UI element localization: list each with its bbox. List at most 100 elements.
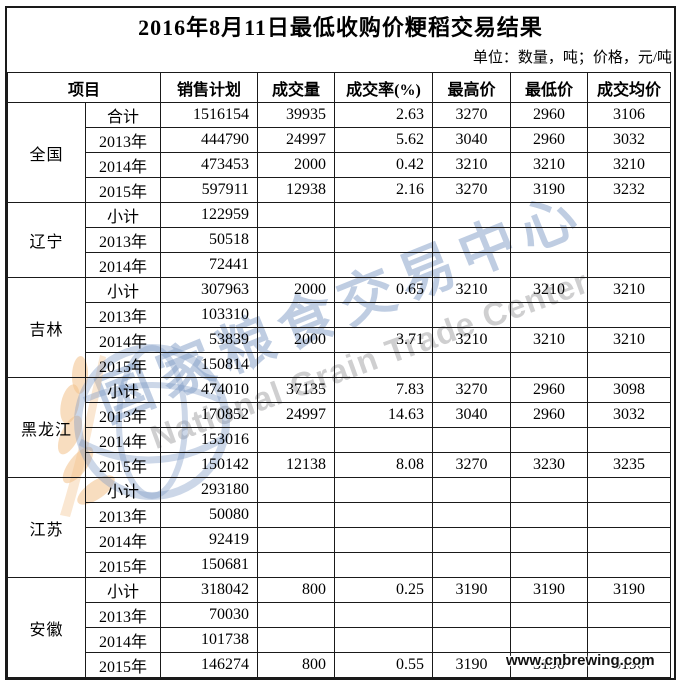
region-cell: 吉林 xyxy=(7,277,86,378)
cell-avg: 3232 xyxy=(587,177,672,203)
cell-low: 2960 xyxy=(510,127,589,153)
cell-avg xyxy=(587,302,672,328)
table-row: 2015年 150814 xyxy=(8,352,672,378)
cell-label: 2014年 xyxy=(84,427,162,453)
cell-low xyxy=(510,627,589,653)
cell-plan: 146274 xyxy=(160,652,259,678)
cell-rate xyxy=(334,302,434,328)
cell-avg xyxy=(587,227,672,253)
cell-low xyxy=(510,427,589,453)
cell-label: 2013年 xyxy=(84,127,162,153)
cell-low: 3210 xyxy=(510,152,589,178)
cell-high: 3270 xyxy=(432,102,512,128)
cell-label: 2015年 xyxy=(84,552,162,578)
header-high-price: 最高价 xyxy=(432,72,512,103)
cell-low xyxy=(510,352,589,378)
cell-avg: 3190 xyxy=(587,652,672,678)
cell-volume xyxy=(257,302,336,328)
cell-label: 2015年 xyxy=(84,352,162,378)
cell-high xyxy=(432,427,512,453)
cell-avg xyxy=(587,477,672,503)
region-cell: 黑龙江 xyxy=(7,377,86,478)
cell-plan: 170852 xyxy=(160,402,259,428)
cell-volume xyxy=(257,227,336,253)
cell-volume xyxy=(257,552,336,578)
cell-plan: 150681 xyxy=(160,552,259,578)
cell-high: 3190 xyxy=(432,652,512,678)
cell-volume xyxy=(257,427,336,453)
cell-low: 2960 xyxy=(510,102,589,128)
table-row: 全国 合计 1516154 39935 2.63 3270 2960 3106 xyxy=(7,102,672,203)
cell-plan: 307963 xyxy=(160,277,259,303)
table-body: 全国 合计 1516154 39935 2.63 3270 2960 3106 2013年 444… xyxy=(7,102,672,678)
table-row: 辽宁 小计 122959 xyxy=(7,202,672,278)
cell-avg: 3210 xyxy=(587,152,672,178)
cell-high xyxy=(432,252,512,278)
cell-avg: 3210 xyxy=(587,327,672,353)
cell-volume xyxy=(257,502,336,528)
table-container: 2016年8月11日最低收购价粳稻交易结果 单位：数量，吨；价格，元/吨 项目 … xyxy=(5,6,676,680)
cell-avg xyxy=(587,552,672,578)
cell-label: 2014年 xyxy=(84,252,162,278)
cell-plan: 122959 xyxy=(160,202,259,228)
cell-avg xyxy=(587,202,672,228)
cell-label: 小计 xyxy=(84,202,162,228)
table-row: 江苏 小计 293180 xyxy=(7,477,672,578)
cell-high xyxy=(432,627,512,653)
cell-plan: 150814 xyxy=(160,352,259,378)
cell-plan: 597911 xyxy=(160,177,259,203)
cell-high: 3210 xyxy=(432,277,512,303)
cell-high: 3040 xyxy=(432,127,512,153)
cell-volume: 24997 xyxy=(257,402,336,428)
cell-plan: 293180 xyxy=(160,477,259,503)
cell-volume: 24997 xyxy=(257,127,336,153)
cell-volume xyxy=(257,602,336,628)
cell-rate: 14.63 xyxy=(334,402,434,428)
region-cell: 安徽 xyxy=(7,577,86,678)
cell-label: 2014年 xyxy=(84,327,162,353)
cell-rate xyxy=(334,527,434,553)
table-row: 2014年 101738 xyxy=(8,627,672,653)
cell-label: 2015年 xyxy=(84,177,162,203)
cell-rate: 0.25 xyxy=(334,577,434,603)
cell-low: 3190 xyxy=(510,177,589,203)
cell-rate xyxy=(334,477,434,503)
cell-avg xyxy=(587,602,672,628)
cell-label: 小计 xyxy=(84,477,162,503)
cell-label: 2014年 xyxy=(84,627,162,653)
cell-plan: 1516154 xyxy=(160,102,259,128)
cell-rate xyxy=(334,427,434,453)
cell-volume: 2000 xyxy=(257,327,336,353)
cell-plan: 473453 xyxy=(160,152,259,178)
cell-plan: 153016 xyxy=(160,427,259,453)
cell-plan: 92419 xyxy=(160,527,259,553)
table-row: 2014年 92419 xyxy=(8,527,672,553)
cell-volume xyxy=(257,252,336,278)
cell-label: 2013年 xyxy=(84,602,162,628)
cell-low xyxy=(510,302,589,328)
cell-volume: 39935 xyxy=(257,102,336,128)
cell-plan: 444790 xyxy=(160,127,259,153)
cell-low: 3190 xyxy=(510,652,589,678)
cell-label: 2013年 xyxy=(84,402,162,428)
cell-avg: 3098 xyxy=(587,377,672,403)
cell-rate xyxy=(334,227,434,253)
cell-plan: 72441 xyxy=(160,252,259,278)
cell-avg xyxy=(587,427,672,453)
cell-high: 3210 xyxy=(432,327,512,353)
units-note: 单位：数量，吨；价格，元/吨 xyxy=(472,50,672,66)
region-cell: 辽宁 xyxy=(7,202,86,278)
table-row: 2015年 150142 12138 8.08 3270 3230 3235 xyxy=(8,452,672,478)
cell-low: 2960 xyxy=(510,377,589,403)
cell-low: 2960 xyxy=(510,402,589,428)
cell-avg: 3190 xyxy=(587,577,672,603)
cell-high xyxy=(432,352,512,378)
table-row: 2013年 70030 xyxy=(8,602,672,628)
table-row: 2014年 53839 2000 3.71 3210 3210 3210 xyxy=(8,327,672,353)
cell-label: 2014年 xyxy=(84,527,162,553)
header-avg-price: 成交均价 xyxy=(587,72,672,103)
cell-rate xyxy=(334,552,434,578)
cell-label: 2013年 xyxy=(84,502,162,528)
table-row: 2014年 72441 xyxy=(8,252,672,278)
cell-plan: 50518 xyxy=(160,227,259,253)
